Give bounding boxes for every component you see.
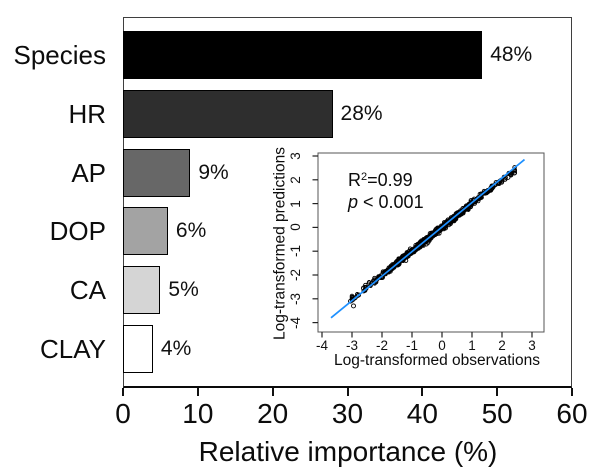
- x-tick-label-10: 10: [182, 398, 214, 429]
- bar-ca: [123, 266, 161, 315]
- p-symbol: p: [348, 192, 359, 212]
- value-label-ap: 9%: [198, 160, 229, 184]
- inset-x-axis-label: Log-transformed observations: [334, 352, 540, 369]
- r-squared-value: =0.99: [367, 170, 413, 190]
- x-tick-mark-50: [496, 388, 499, 396]
- x-tick-mark-60: [571, 388, 573, 396]
- p-value: < 0.001: [358, 192, 424, 212]
- category-label-clay: CLAY: [40, 334, 106, 364]
- category-label-dop: DOP: [49, 216, 106, 247]
- bar-ap: [123, 148, 191, 197]
- bar-hr: [123, 89, 333, 138]
- category-label-species: Species: [13, 40, 107, 70]
- category-label-ap: AP: [71, 157, 106, 188]
- inset-y-axis-label: Log-transformed predictions: [271, 147, 289, 340]
- category-label-hr: HR: [68, 98, 106, 129]
- r-squared-base: R: [348, 170, 361, 190]
- value-label-ca: 5%: [168, 278, 199, 302]
- x-tick-mark-30: [346, 388, 349, 396]
- inset-y-tick-label-3: 3: [287, 152, 303, 160]
- x-tick-label-0: 0: [115, 398, 131, 429]
- inset-x-tick-label--2: -2: [375, 338, 388, 353]
- p-value-annotation: p < 0.001: [348, 192, 424, 213]
- x-tick-label-20: 20: [257, 398, 289, 429]
- inset-x-tick-label--3: -3: [345, 338, 358, 353]
- inset-x-tick-label--1: -1: [405, 338, 418, 353]
- bar-species: [123, 31, 483, 79]
- x-tick-label-50: 50: [481, 398, 513, 429]
- x-tick-label-40: 40: [406, 398, 438, 429]
- x-tick-mark-20: [271, 388, 274, 396]
- r-squared-exponent: 2: [361, 171, 368, 183]
- value-label-clay: 4%: [160, 337, 192, 360]
- x-tick-mark-10: [196, 388, 199, 396]
- x-axis-label: Relative importance (%): [198, 436, 498, 467]
- inset-x-tick-label-3: 3: [528, 338, 536, 353]
- fit-line: [330, 158, 526, 319]
- bar-clay: [123, 325, 153, 373]
- value-label-dop: 6%: [175, 219, 207, 243]
- category-label-ca: CA: [69, 275, 106, 306]
- x-tick-label-30: 30: [331, 398, 364, 429]
- r-squared-annotation: R2=0.99: [348, 170, 413, 191]
- bar-dop: [123, 207, 168, 256]
- inset-x-tick-label-2: 2: [498, 338, 506, 353]
- value-label-species: 48%: [490, 43, 533, 66]
- value-label-hr: 28%: [340, 101, 383, 125]
- inset-x-tick-label-0: 0: [438, 338, 446, 353]
- inset-axis-ticks: [312, 155, 533, 338]
- inset-scatter-svg: [312, 152, 545, 338]
- x-tick-label-60: 60: [556, 398, 588, 429]
- inset-x-tick-label-1: 1: [468, 338, 476, 353]
- inset-frame: [317, 152, 545, 333]
- x-tick-mark-40: [421, 388, 424, 396]
- x-tick-mark-0: [122, 388, 124, 396]
- inset-x-tick-label--4: -4: [315, 338, 328, 353]
